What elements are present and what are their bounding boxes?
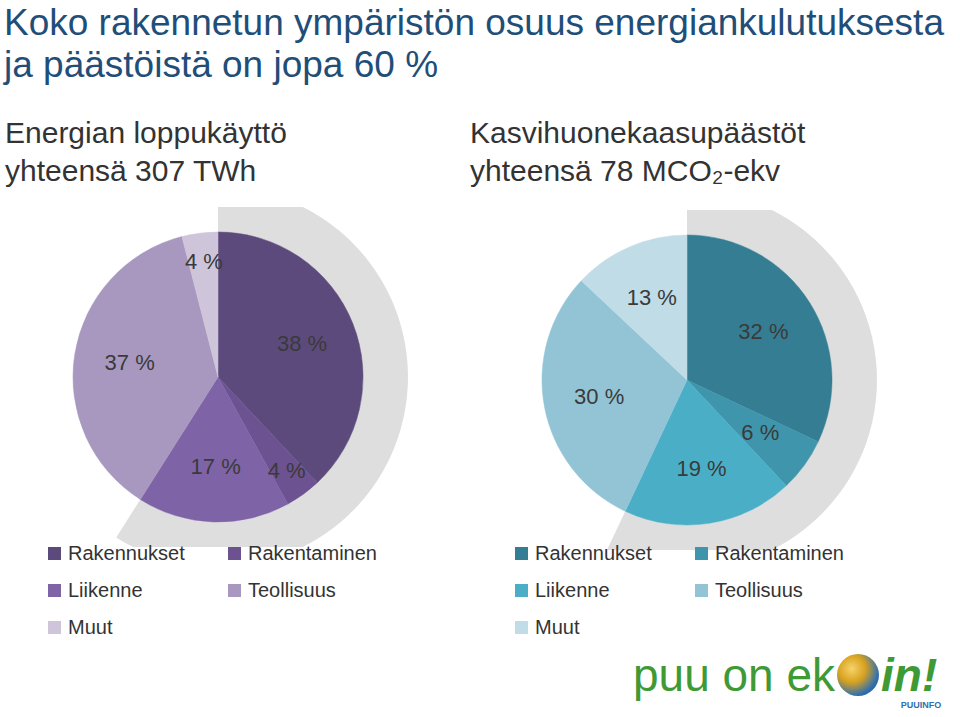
html-text:yhteensä 307 TWh: yhteensä 307 TWh (5, 154, 257, 187)
html-text:Koko rakennetun ympäristön osu: Koko rakennetun ympäristön osuus energia… (4, 2, 944, 85)
svg-text:19 %: 19 % (676, 456, 726, 481)
html-text:puu on ek: puu on ek (633, 649, 836, 701)
html-text:in!: in! (881, 649, 938, 701)
svg-text:17 %: 17 % (191, 454, 241, 479)
svg-text:32 %: 32 % (738, 319, 788, 344)
svg-text:6 %: 6 % (741, 420, 779, 445)
html-text:Kasvihuonekaasupäästöt: Kasvihuonekaasupäästöt (470, 116, 806, 149)
svg-text:4 %: 4 % (268, 458, 306, 483)
svg-text:4 %: 4 % (185, 249, 223, 274)
html-text:Liikenne: Liikenne (68, 579, 143, 601)
html-text:Rakennukset: Rakennukset (535, 542, 652, 564)
html-text:yhteensä 78 MCO₂-ekv: yhteensä 78 MCO₂-ekv (470, 154, 781, 187)
svg-text:13 %: 13 % (627, 285, 677, 310)
svg-text:38 %: 38 % (277, 331, 327, 356)
html-text:Liikenne: Liikenne (535, 579, 610, 601)
html-text:Teollisuus: Teollisuus (248, 579, 336, 601)
html-text:Rakentaminen: Rakentaminen (715, 542, 844, 564)
html-text:Teollisuus: Teollisuus (715, 579, 803, 601)
html-text:PUUINFO: PUUINFO (900, 700, 942, 710)
svg-text:37 %: 37 % (105, 350, 155, 375)
html-text:Energian loppukäyttö: Energian loppukäyttö (5, 116, 287, 149)
svg-text:30 %: 30 % (574, 384, 624, 409)
html-text:Rakennukset: Rakennukset (68, 542, 185, 564)
html-text:Muut: Muut (535, 616, 580, 638)
html-text:Rakentaminen: Rakentaminen (248, 542, 377, 564)
html-text:Muut: Muut (68, 616, 113, 638)
